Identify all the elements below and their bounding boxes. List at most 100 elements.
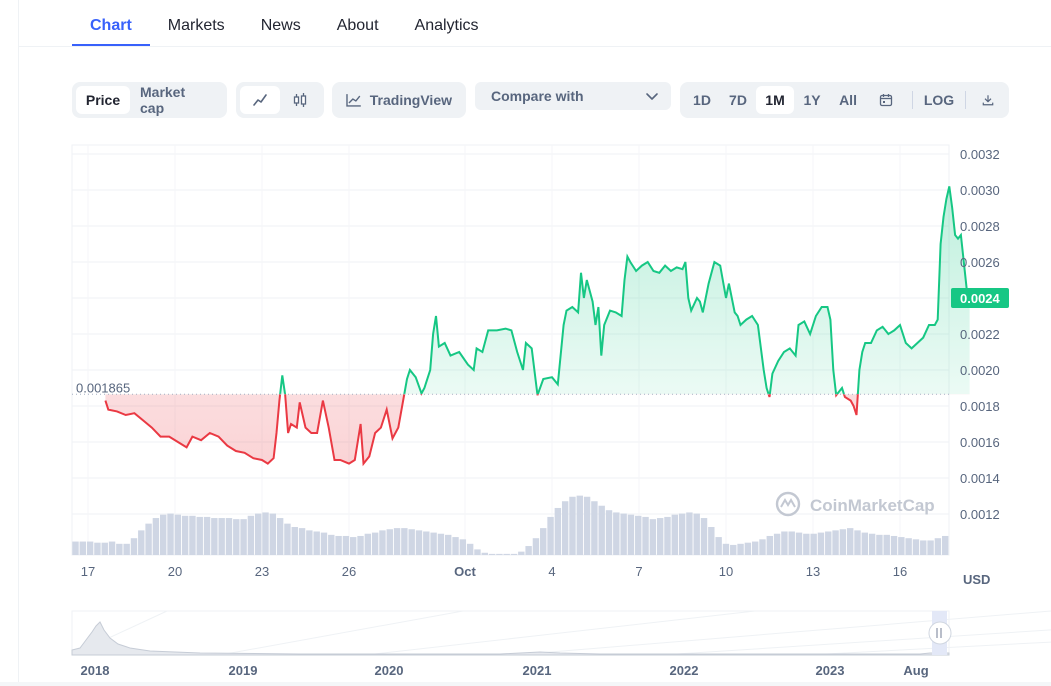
price-chart[interactable]: CoinMarketCap 0.001865 0.0032 0.0030 0.002… [0,140,1051,590]
range-navigator[interactable]: 2018 2019 2020 2021 2022 2023 Aug [0,600,1051,686]
volume-bar [496,553,503,555]
volume-bar [423,531,430,555]
tab-about[interactable]: About [336,17,379,34]
current-price-label: 0.0024 [960,291,1001,306]
volume-bar [510,553,518,555]
volume-bar [795,532,803,555]
volume-bar [941,535,949,555]
toolbar-separator [965,91,966,109]
volume-bar [854,530,861,555]
navigator-grid-line [513,610,1051,656]
volume-bar [174,514,182,555]
volume-bar [883,534,890,555]
volume-bar [466,543,474,555]
volume-bar [817,532,825,555]
volume-bar [561,501,569,555]
volume-bar [269,513,277,555]
volume-bar [167,513,174,555]
download-button[interactable] [972,86,1004,114]
volume-bar [218,518,225,555]
market-cap-button[interactable]: Market cap [140,84,186,116]
left-divider [18,0,19,686]
volume-bar [773,533,781,555]
navigator-handle[interactable] [928,621,952,645]
volume-bar [72,541,79,555]
compare-with-label: Compare with [491,88,584,104]
navigator-tick-label: 2018 [81,663,110,678]
metric-toggle: Price Market cap [72,82,227,118]
volume-bar [393,528,401,555]
price-area [105,186,970,464]
price-button[interactable]: Price [76,86,130,114]
tradingview-button[interactable]: TradingView [336,86,462,114]
range-1m-button[interactable]: 1M [756,86,794,114]
range-7d-button[interactable]: 7D [729,92,747,108]
volume-bar [613,512,620,555]
navigator-tick-label: 2023 [816,663,845,678]
volume-bar [452,537,459,555]
navigator-tick-label: 2019 [229,663,258,678]
volume-bar [525,546,532,555]
volume-bar [927,540,934,555]
volume-bar [554,507,562,555]
volume-bar [839,529,847,555]
tab-markets[interactable]: Markets [167,17,225,34]
volume-bar [240,519,247,555]
volume-bar [408,529,415,555]
volume-bar [291,527,298,555]
y-tick-label: 0.0032 [960,147,1000,162]
candlestick-button[interactable] [280,86,320,114]
volume-bar [656,518,664,555]
log-scale-button[interactable]: LOG [923,92,955,108]
volume-bar [445,534,452,555]
tradingview-chart-icon [346,94,361,107]
y-tick-label: 0.0026 [960,255,1000,270]
y-tick-label: 0.0014 [960,471,1000,486]
volume-bar [101,542,108,555]
volume-bar [474,549,481,555]
coinmarketcap-logo-icon [775,491,801,517]
x-tick-label: 4 [548,564,555,579]
volume-bar [350,537,357,555]
tradingview-group: TradingView [332,82,466,118]
compare-with-dropdown[interactable]: Compare with [475,82,671,110]
y-tick-label: 0.0030 [960,183,1000,198]
y-tick-label: 0.0028 [960,219,1000,234]
volume-bar [262,512,269,555]
tab-chart[interactable]: Chart [72,0,150,46]
volume-bar [620,513,627,555]
volume-bar [876,534,883,555]
navigator-tick-label: 2021 [523,663,552,678]
volume-bar [203,516,211,555]
y-axis: 0.0032 0.0030 0.0028 0.0026 0.0024 0.0022 0.00… [960,147,1000,522]
tab-analytics[interactable]: Analytics [414,17,479,34]
range-all-button[interactable]: All [839,92,857,108]
volume-bar [488,553,496,555]
date-range-button[interactable] [866,86,906,114]
section-tabs: Chart Markets News About Analytics [72,0,497,46]
line-up [279,186,971,395]
volume-bar [306,530,313,555]
volume-bar [591,501,598,555]
navigator-tick-label: Aug [903,663,928,678]
range-1y-button[interactable]: 1Y [803,92,821,108]
tab-news[interactable]: News [260,17,301,34]
tradingview-label: TradingView [369,92,452,108]
volume-bar [686,512,693,555]
volume-bar [649,519,657,555]
line-chart-button[interactable] [240,86,280,114]
y-tick-label: 0.0020 [960,363,1000,378]
volume-bar [313,531,320,555]
line-chart-icon [253,94,267,106]
navigator-tick-label: 2020 [375,663,404,678]
volume-bar [832,530,839,555]
volume-bar [181,515,189,555]
x-axis: 17 20 23 26 Oct 4 7 10 13 16 [81,564,907,579]
range-1d-button[interactable]: 1D [693,92,711,108]
volume-bar [386,529,393,555]
chevron-down-icon [646,93,658,100]
x-tick-label: 7 [635,564,642,579]
area-down [105,394,858,464]
volume-bar [920,540,927,555]
volume-bar [825,531,832,555]
